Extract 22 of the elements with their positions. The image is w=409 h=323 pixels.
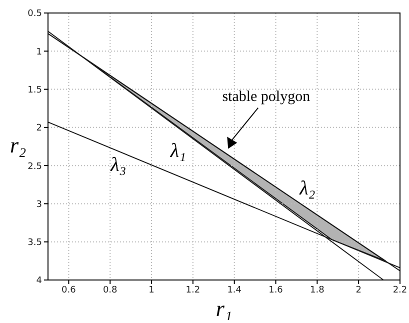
series-label: λ₂: [298, 177, 316, 200]
x-tick-label: 2.2: [392, 285, 408, 296]
y-tick-label: 3.5: [28, 238, 42, 248]
x-tick-label: 0.6: [62, 285, 76, 296]
x-tick-label: 2: [356, 285, 362, 296]
x-tick-label: 1.4: [227, 285, 242, 296]
x-tick-label: 1.8: [310, 285, 325, 296]
x-tick-label: 1.6: [268, 285, 284, 296]
y-tick-label: 2: [36, 124, 42, 134]
y-tick-label: 1: [36, 47, 42, 58]
series-label: λ₃: [110, 154, 126, 176]
annotation: stable polygon: [222, 88, 311, 105]
x-tick-label: 1: [148, 285, 154, 296]
y-axis-title: r₂: [10, 132, 27, 158]
x-tick-label: 1.2: [186, 285, 200, 296]
y-tick-label: 3: [36, 200, 42, 210]
y-tick-label: 1.5: [28, 85, 42, 96]
y-tick-label: 4: [36, 276, 42, 286]
series-label: λ₁: [169, 140, 186, 162]
x-tick-label: 0.8: [102, 285, 118, 296]
y-tick-label: 2.5: [28, 162, 42, 172]
y-tick-label: 0.5: [28, 9, 42, 20]
